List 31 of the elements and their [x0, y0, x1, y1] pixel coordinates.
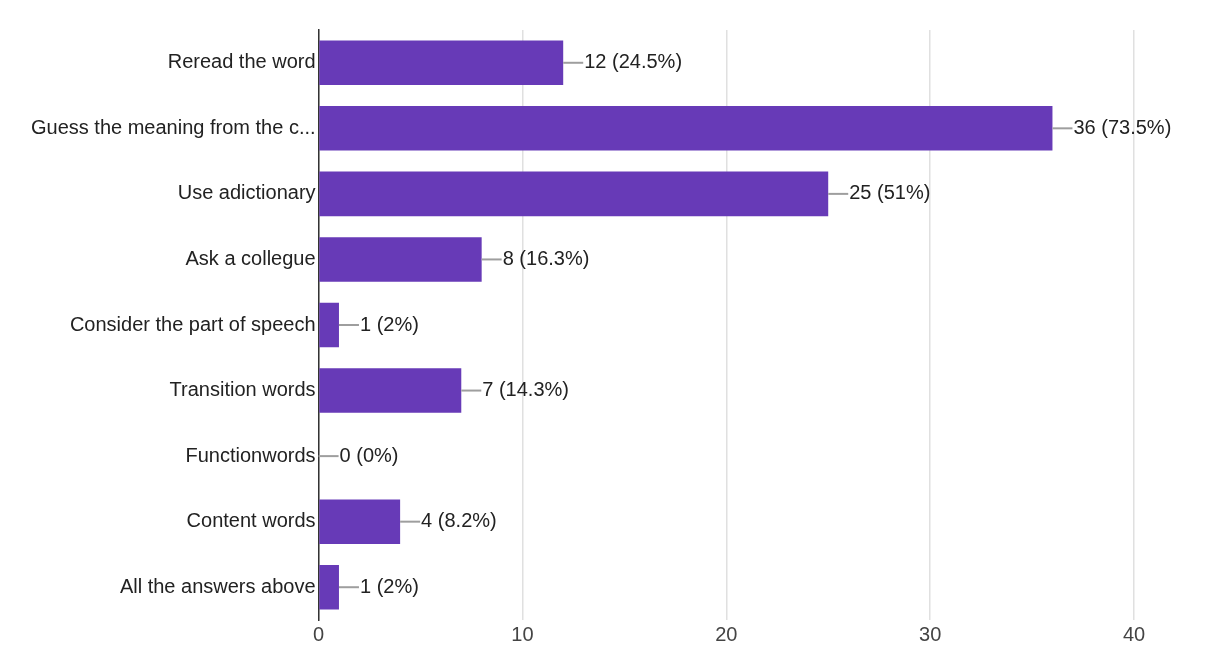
data-label: 7 (14.3%) [482, 378, 569, 401]
y-tick-label: Functionwords [185, 443, 316, 466]
data-label: 4 (8.2%) [421, 509, 497, 532]
bar [319, 106, 1053, 151]
data-label: 1 (2%) [359, 574, 419, 597]
x-tick-label: 20 [715, 622, 738, 645]
y-tick-label: Guess the meaning from the c... [30, 115, 316, 138]
data-label: 36 (73.5%) [1073, 115, 1172, 138]
x-tick-label: 10 [511, 622, 534, 645]
data-label: 1 (2%) [359, 312, 419, 335]
bar [319, 237, 482, 282]
bar [319, 171, 829, 217]
y-tick-label: All the answers above [119, 574, 316, 597]
bar [319, 499, 401, 544]
y-tick-label: Ask a collegue [185, 246, 316, 269]
data-label: 0 (0%) [339, 443, 399, 466]
bar [319, 564, 339, 610]
x-tick-label: 0 [313, 622, 325, 645]
y-tick-label: Use adictionary [177, 181, 316, 204]
x-tick-label: 40 [1122, 622, 1146, 645]
data-label: 12 (24.5%) [584, 50, 683, 73]
x-tick-label: 30 [919, 622, 942, 645]
bar [319, 368, 462, 413]
y-tick-label: Consider the part of speech [69, 312, 316, 335]
data-label: 8 (16.3%) [502, 246, 590, 269]
y-tick-label: Transition words [169, 378, 316, 401]
data-label: 25 (51%) [849, 181, 931, 204]
bar [319, 302, 339, 348]
bar [319, 40, 564, 86]
y-tick-label: Content words [186, 509, 316, 532]
y-tick-label: Reread the word [167, 50, 316, 73]
